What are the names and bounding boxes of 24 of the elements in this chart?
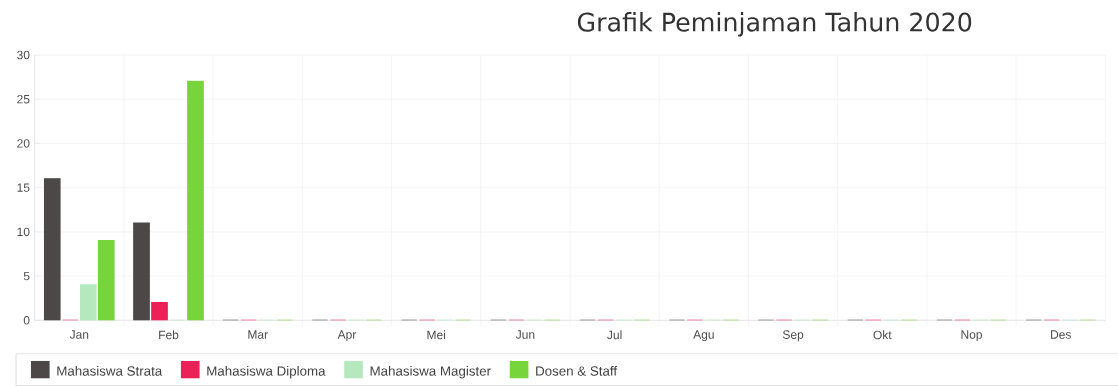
legend-label: Mahasiswa Diploma <box>207 365 326 379</box>
x-tick-label: Des <box>1051 330 1071 339</box>
x-tick-label: Mar <box>248 330 268 339</box>
y-tick-label: 5 <box>23 271 30 281</box>
x-tick-label: Apr <box>337 330 357 342</box>
legend-label: Mahasiswa Strata <box>57 365 163 376</box>
chart-title: Grafik Peminjaman Tahun 2020 <box>577 12 972 37</box>
x-tick-label: Sep <box>782 330 804 342</box>
x-tick-label: Okt <box>873 330 892 340</box>
x-tick-label: Nop <box>961 330 982 342</box>
y-tick-label: 20 <box>17 139 30 148</box>
legend-label: Dosen & Staff <box>536 365 618 376</box>
y-tick-label: 25 <box>17 94 30 104</box>
y-tick-label: 10 <box>17 227 30 237</box>
x-tick-label: Feb <box>159 330 179 340</box>
x-tick-label: Mei <box>427 330 446 340</box>
x-tick-label: Jul <box>607 330 622 340</box>
y-tick-label: 15 <box>17 183 30 192</box>
x-tick-label: Agu <box>693 330 714 342</box>
x-tick-label: Jan <box>69 330 89 339</box>
y-tick-label: 30 <box>17 50 30 60</box>
y-tick-label: 0 <box>23 316 30 325</box>
legend-label: Mahasiswa Magister <box>370 365 491 379</box>
x-tick-label: Jun <box>515 330 535 339</box>
